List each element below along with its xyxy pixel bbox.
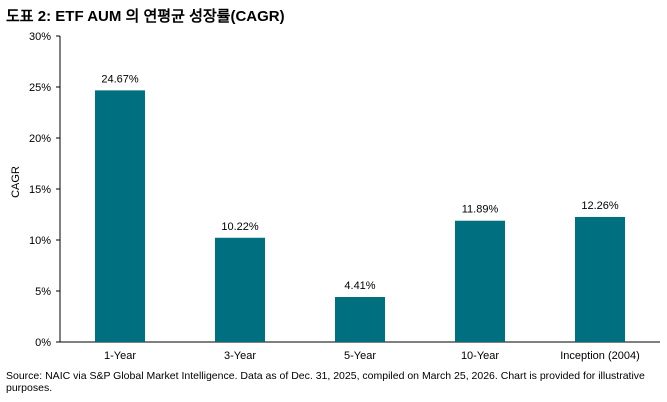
y-tick-label: 5% xyxy=(35,286,51,298)
bar xyxy=(335,297,385,342)
y-tick-label: 0% xyxy=(35,337,51,349)
data-label: 24.67% xyxy=(101,73,139,85)
data-label: 11.89% xyxy=(462,204,499,216)
y-axis-ticks: 0% 5% 10% 15% 20% 25% 30% xyxy=(29,31,60,349)
axes xyxy=(59,36,660,343)
chart-title: 도표 2: ETF AUM 의 연평균 성장률(CAGR) xyxy=(6,8,285,25)
source-note: Source: NAIC via S&P Global Market Intel… xyxy=(6,370,645,394)
x-tick-label: 10-Year xyxy=(461,350,499,362)
bar xyxy=(575,216,625,342)
data-label: 10.22% xyxy=(221,221,259,233)
y-tick-label: 20% xyxy=(29,133,51,145)
bars xyxy=(95,90,625,342)
y-axis-label: CAGR xyxy=(10,166,22,198)
y-tick-label: 15% xyxy=(29,184,51,196)
bar xyxy=(95,90,145,342)
x-tick-label: 5-Year xyxy=(344,350,376,362)
data-label: 4.41% xyxy=(344,280,375,292)
x-axis-ticks: 1-Year 3-Year 5-Year 10-Year Inception (2004… xyxy=(104,350,640,362)
data-labels: 24.67% 10.22% 4.41% 11.89% 12.26% xyxy=(101,73,619,292)
x-tick-label: 3-Year xyxy=(224,350,256,362)
bar xyxy=(215,237,265,342)
y-tick-label: 10% xyxy=(29,235,51,247)
y-axis-title: CAGR xyxy=(10,166,22,198)
y-tick-label: 25% xyxy=(29,82,51,94)
bar xyxy=(455,220,505,342)
x-tick-label: Inception (2004) xyxy=(560,350,640,362)
y-tick-label: 30% xyxy=(29,31,51,43)
x-tick-label: 1-Year xyxy=(104,350,136,362)
data-label: 12.26% xyxy=(581,200,619,212)
